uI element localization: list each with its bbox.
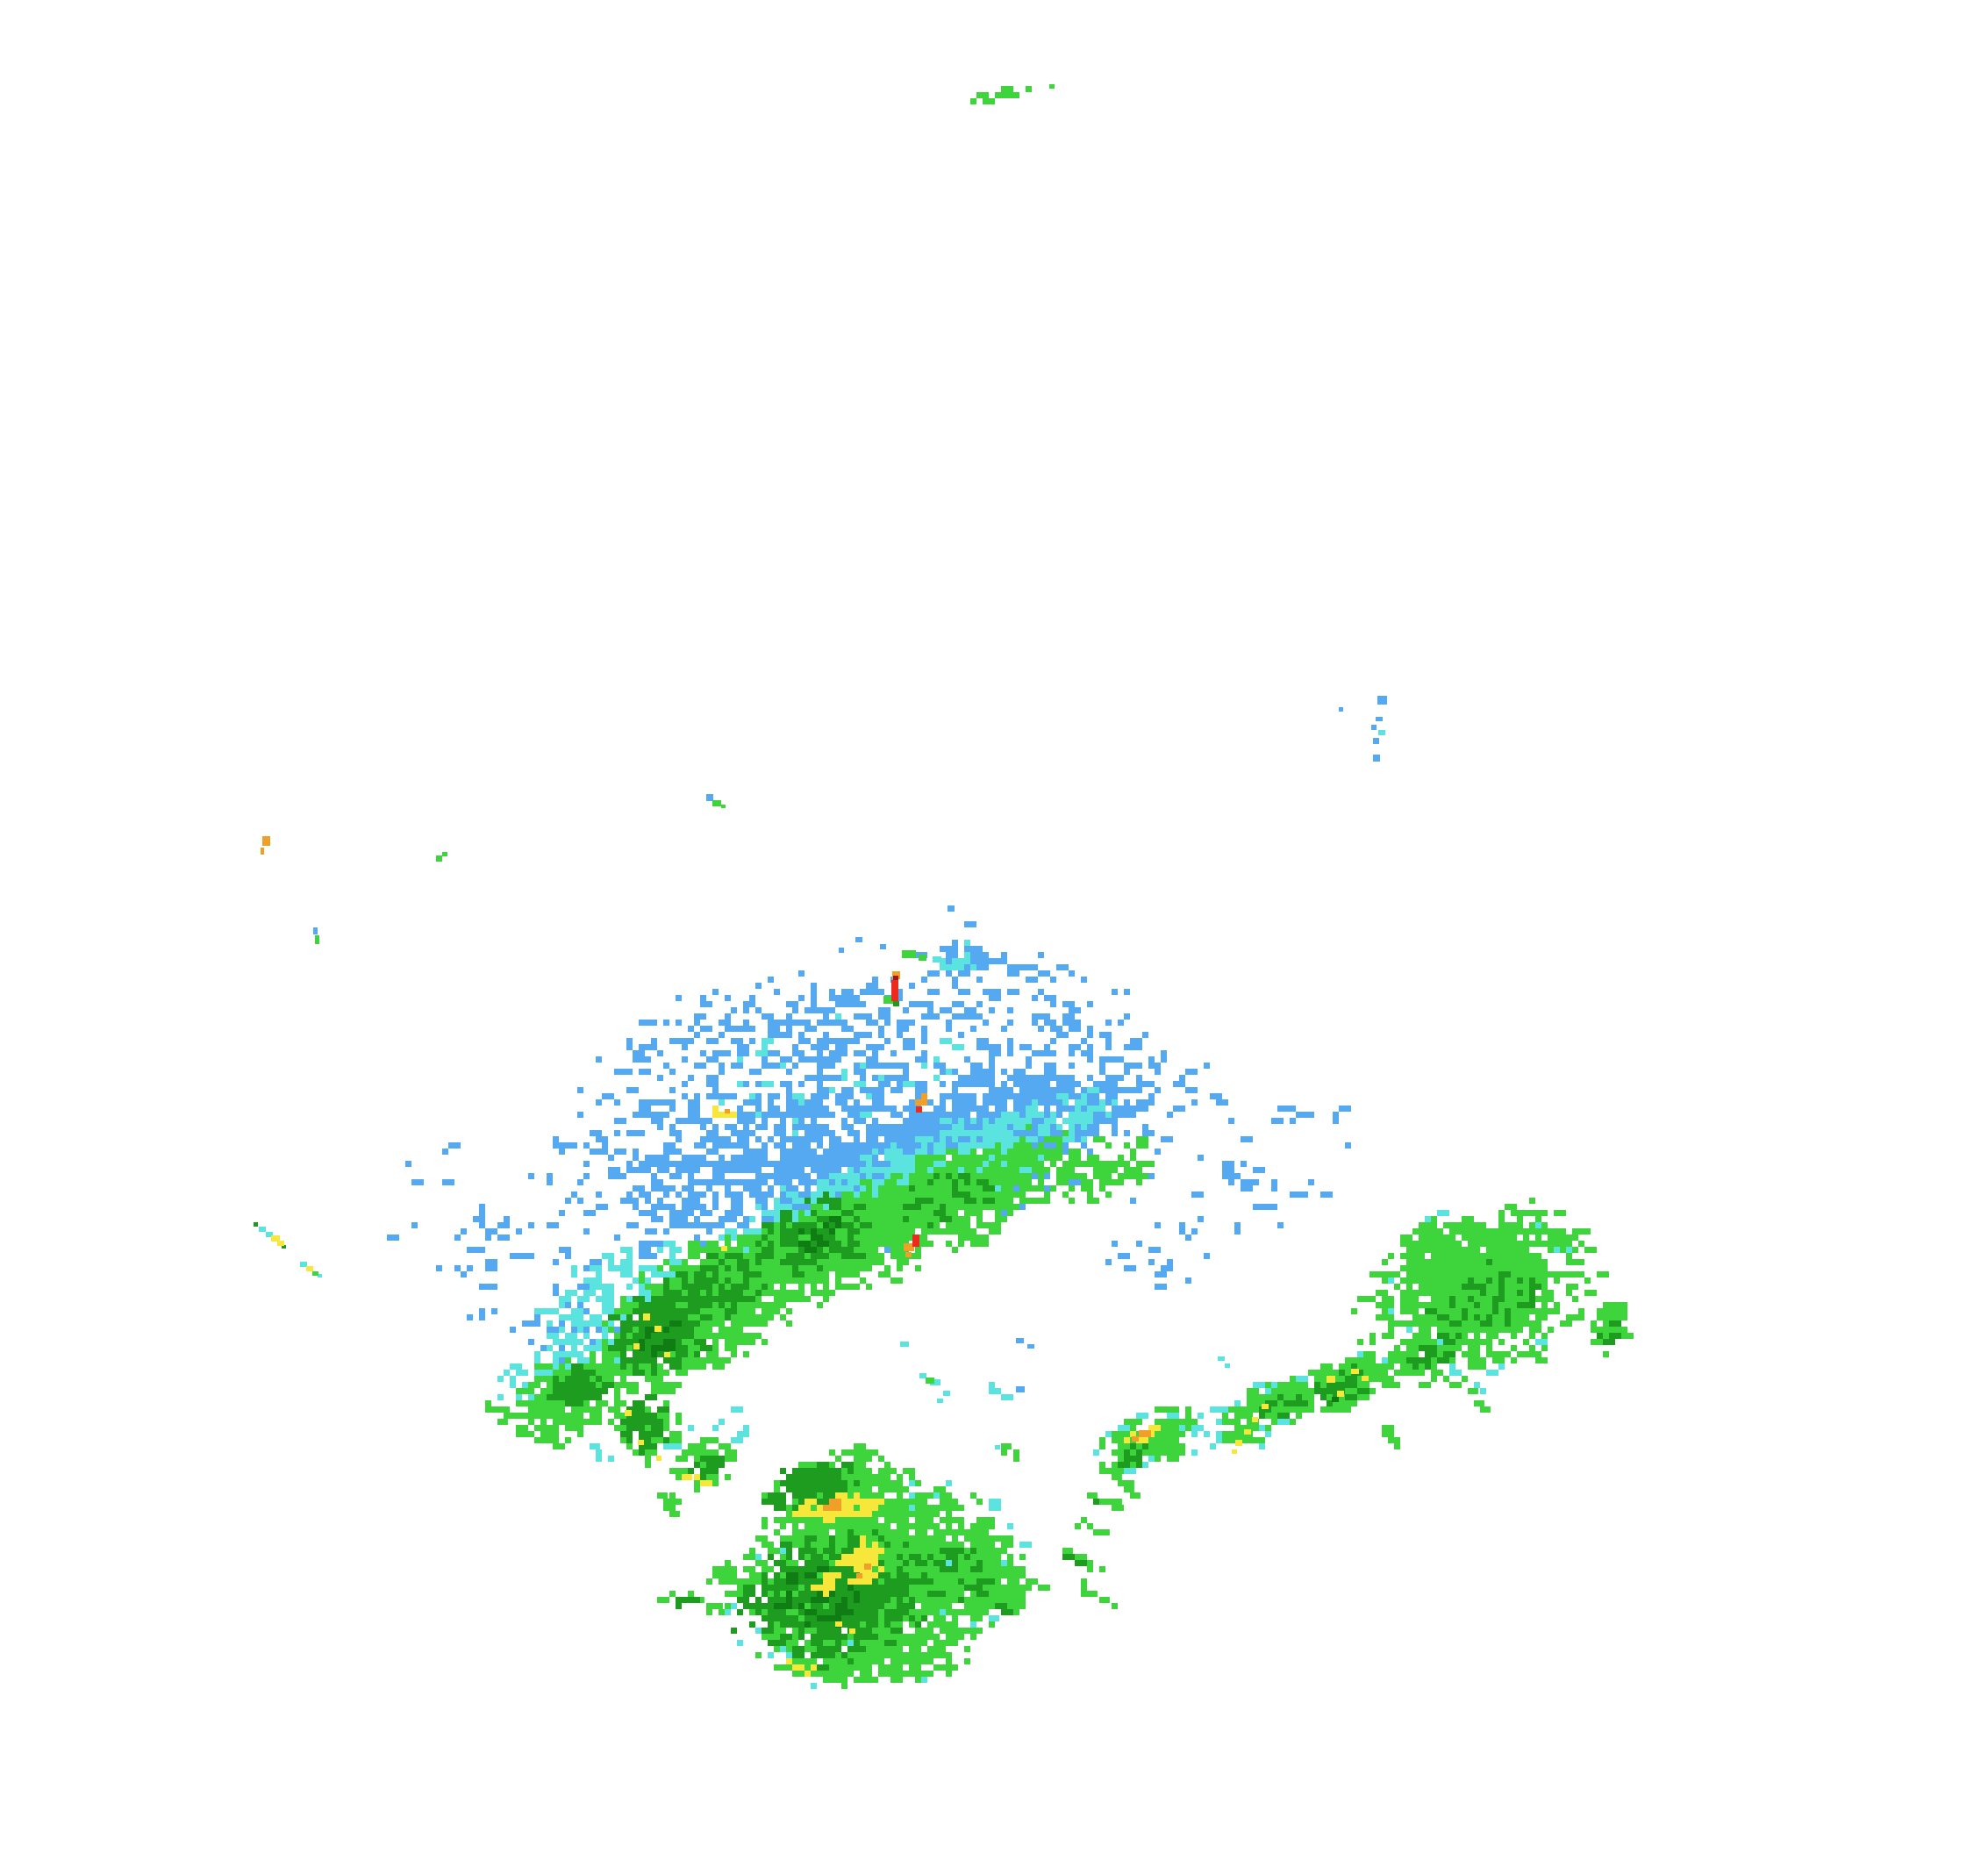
radar-map xyxy=(0,0,1988,1875)
radar-precipitation-layer xyxy=(0,0,1988,1875)
